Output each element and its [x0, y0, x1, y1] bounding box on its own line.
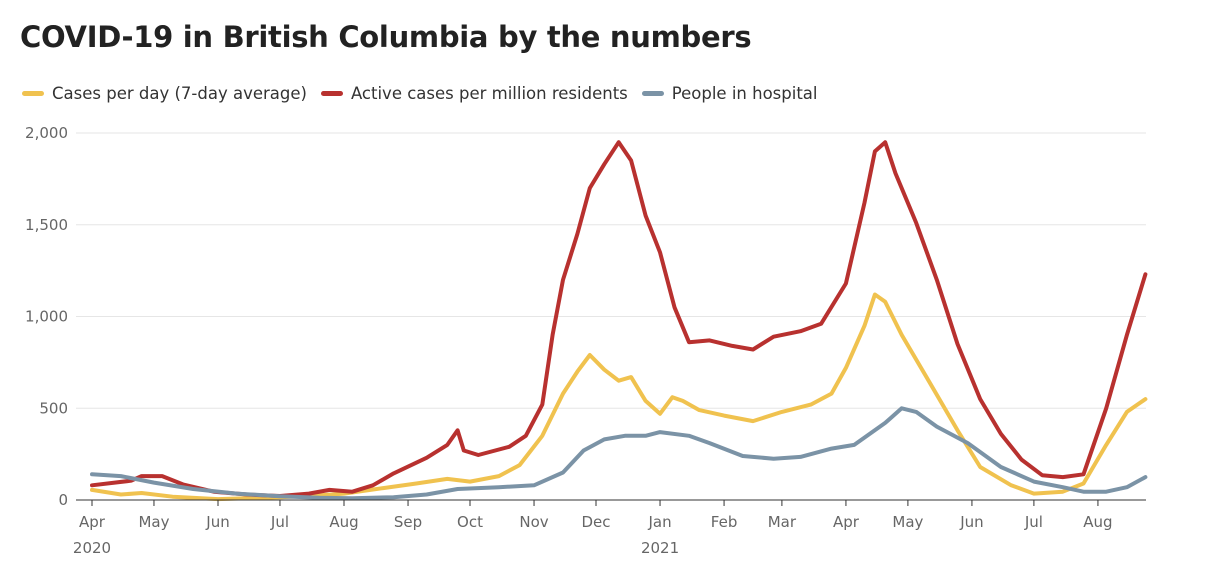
x-tick-label: Sep: [394, 513, 422, 531]
y-tick-label: 500: [39, 399, 68, 417]
series-line-2: [90, 406, 1148, 501]
x-tick-label: May: [892, 513, 923, 531]
x-tick-label: Nov: [519, 513, 548, 531]
legend-label-active: Active cases per million residents: [350, 84, 628, 103]
legend-item-hospital: People in hospital: [641, 84, 818, 103]
legend-swatch-hospital: [641, 91, 664, 96]
chart-title: COVID-19 in British Columbia by the numb…: [20, 20, 752, 54]
x-tick-label: Feb: [711, 513, 738, 531]
legend-label-cases: Cases per day (7-day average): [52, 84, 307, 103]
x-tick-label: Mar: [768, 513, 797, 531]
x-tick-label: Jun: [959, 513, 983, 531]
x-tick-label: Jan: [647, 513, 671, 531]
legend: Cases per day (7-day average) Active cas…: [22, 84, 832, 103]
x-tick-label: Oct: [457, 513, 483, 531]
y-tick-label: 0: [58, 491, 68, 509]
x-tick-label: Apr: [79, 513, 106, 531]
x-tick-label: Jul: [270, 513, 289, 531]
y-tick-label: 1,500: [25, 216, 68, 234]
x-tick-label: Jun: [205, 513, 229, 531]
y-tick-label: 1,000: [25, 308, 68, 326]
x-tick-label: Jul: [1024, 513, 1043, 531]
series-line-1: [90, 140, 1148, 498]
x-tick-label: Aug: [329, 513, 358, 531]
legend-item-cases: Cases per day (7-day average): [22, 84, 307, 103]
x-tick-year-label: 2020: [73, 539, 111, 557]
x-tick-label: May: [138, 513, 169, 531]
legend-label-hospital: People in hospital: [671, 84, 818, 103]
legend-swatch-active: [320, 91, 343, 96]
y-tick-label: 2,000: [25, 124, 68, 142]
legend-swatch-cases: [22, 91, 44, 96]
x-tick-year-label: 2021: [641, 539, 679, 557]
x-tick-label: Apr: [833, 513, 860, 531]
x-tick-label: Dec: [581, 513, 610, 531]
x-tick-label: Aug: [1083, 513, 1112, 531]
series-line-0: [90, 292, 1148, 502]
legend-item-active: Active cases per million residents: [320, 84, 628, 103]
